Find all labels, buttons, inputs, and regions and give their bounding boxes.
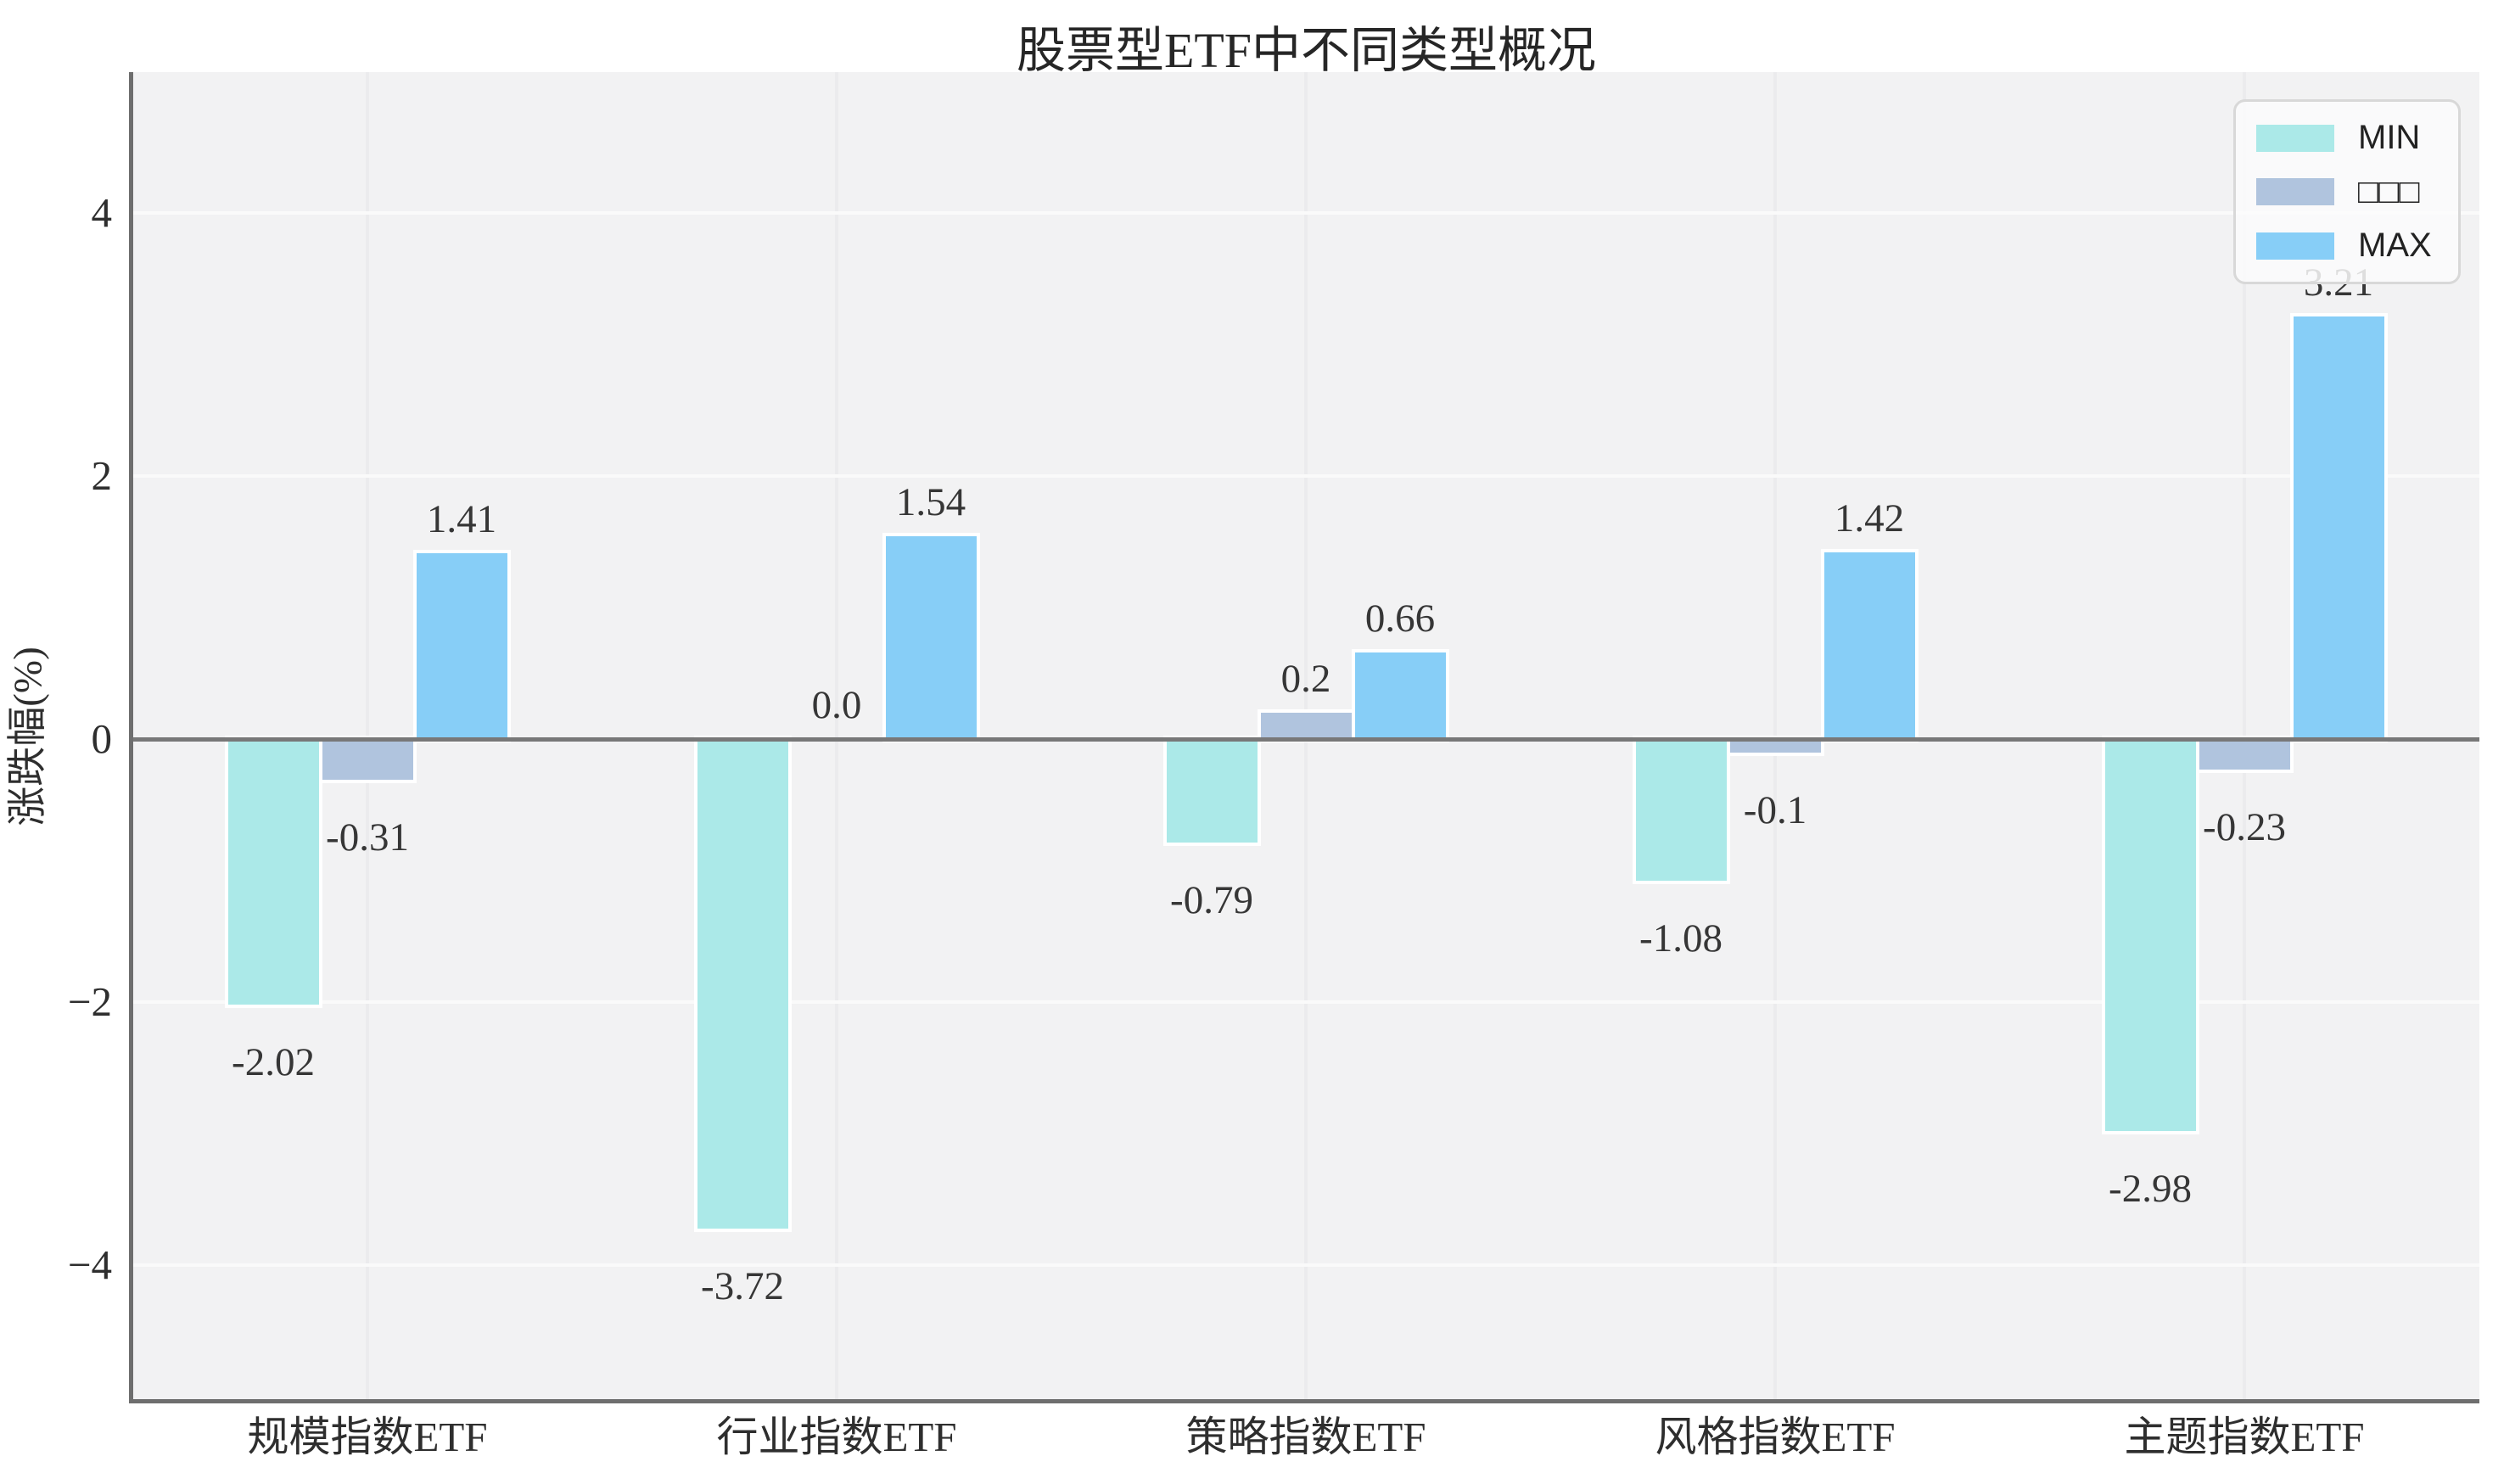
bar-max-规模指数ETF <box>412 550 511 742</box>
y-tick-label: 2 <box>91 452 113 499</box>
bar-value-label: 1.41 <box>426 497 497 542</box>
bar-value-label: -0.23 <box>2203 804 2286 849</box>
zero-line <box>133 737 2479 742</box>
legend-swatch <box>2256 178 2334 205</box>
x-tick-label-策略指数ETF: 策略指数ETF <box>1185 1414 1426 1460</box>
legend-label: MAX <box>2358 227 2432 264</box>
horizontal-gridline <box>133 474 2479 478</box>
legend-label: MIN <box>2358 119 2421 156</box>
y-tick-label: −4 <box>67 1241 112 1288</box>
legend: MIN □□□ MAX <box>2233 99 2461 284</box>
y-tick-label: 4 <box>91 189 113 236</box>
bar-value-label: -0.79 <box>1170 878 1253 923</box>
legend-item-□□□: □□□ <box>2256 173 2438 211</box>
bar-value-label: -2.98 <box>2109 1166 2192 1211</box>
bar-min-风格指数ETF <box>1632 736 1730 885</box>
legend-item-min: MIN <box>2256 119 2438 157</box>
left-spine <box>129 72 133 1403</box>
legend-swatch <box>2256 124 2334 152</box>
bar-min-主题指数ETF <box>2101 736 2199 1134</box>
bar-value-label: 0.66 <box>1364 596 1436 641</box>
legend-label: □□□ <box>2358 172 2420 210</box>
vertical-gridline <box>835 72 838 1399</box>
horizontal-gridline <box>133 1000 2479 1004</box>
bottom-spine <box>129 1399 2479 1403</box>
legend-swatch <box>2256 232 2334 260</box>
legend-item-max: MAX <box>2256 227 2438 265</box>
bar-value-label: 0.0 <box>811 683 862 727</box>
x-tick-label-主题指数ETF: 主题指数ETF <box>2124 1414 2365 1460</box>
bar-max-策略指数ETF <box>1351 648 1449 742</box>
bar-max-主题指数ETF <box>2289 313 2388 742</box>
bar-min-规模指数ETF <box>224 736 322 1009</box>
x-tick-label-风格指数ETF: 风格指数ETF <box>1655 1414 1896 1460</box>
bar-value-label: 1.54 <box>895 480 966 525</box>
bar-value-label: -1.08 <box>1639 916 1723 961</box>
bar-value-label: -2.02 <box>232 1040 315 1085</box>
x-tick-label-行业指数ETF: 行业指数ETF <box>716 1414 957 1460</box>
horizontal-gridline <box>133 211 2479 215</box>
horizontal-gridline <box>133 1263 2479 1267</box>
plot-area: -2.02 -3.72 -0.79 -1.08 -2.98 -0.31 0.0 0.2 -0.1… <box>133 72 2479 1399</box>
y-tick-label: 0 <box>91 715 113 762</box>
x-tick-label-规模指数ETF: 规模指数ETF <box>247 1414 488 1460</box>
bar-value-label: 1.42 <box>1834 496 1905 540</box>
bar-value-label: -3.72 <box>701 1263 784 1308</box>
bar-□□□-主题指数ETF <box>2195 736 2294 773</box>
bar-value-label: -0.31 <box>326 815 409 860</box>
bar-□□□-规模指数ETF <box>318 736 417 784</box>
y-tick-label: −2 <box>67 978 112 1025</box>
bar-min-策略指数ETF <box>1162 736 1261 847</box>
chart-title: 股票型ETF中不同类型概况 <box>1016 23 1597 78</box>
bar-min-行业指数ETF <box>693 736 792 1232</box>
bar-value-label: -0.1 <box>1743 787 1807 832</box>
bar-max-风格指数ETF <box>1820 548 1919 742</box>
bar-value-label: 0.2 <box>1280 657 1331 701</box>
